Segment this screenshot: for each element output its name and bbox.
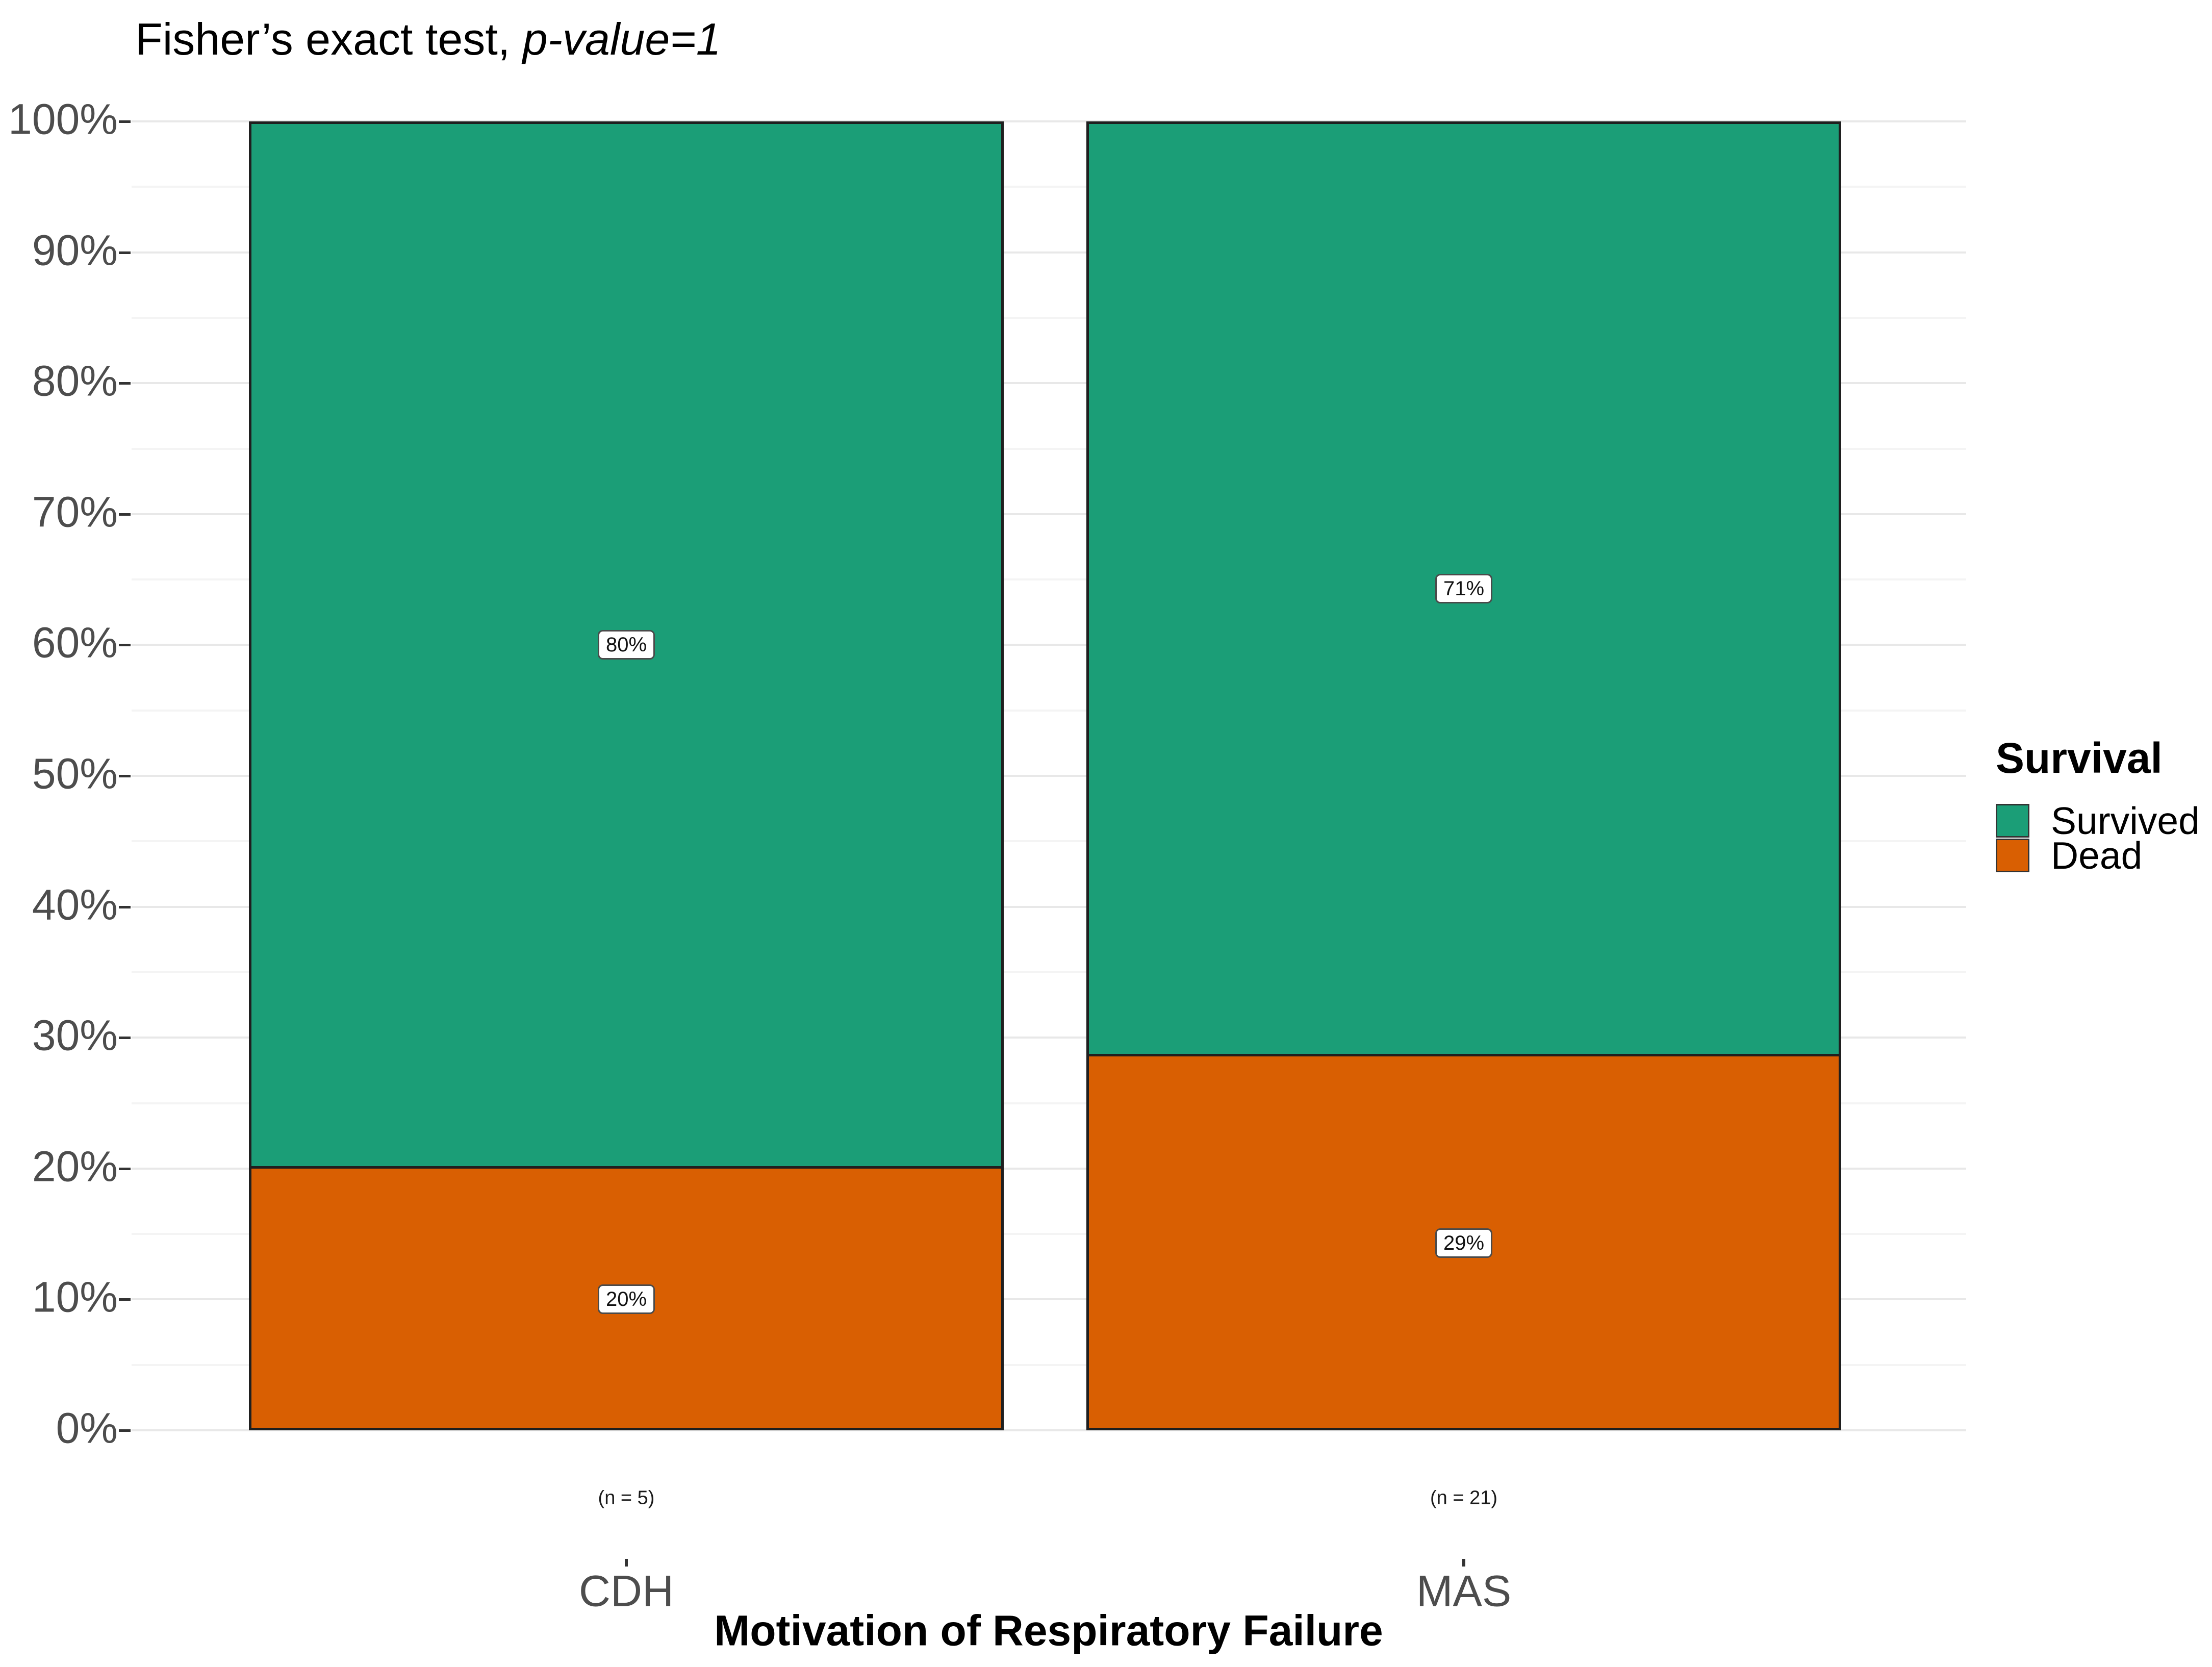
gridline-major <box>132 513 1966 515</box>
gridline-minor <box>132 1233 1966 1235</box>
data-label-mas-survived: 71% <box>1435 574 1492 604</box>
y-tick-label: 60% <box>32 619 118 667</box>
gridline-major <box>132 1167 1966 1170</box>
x-tick-label-mas: MAS <box>1416 1567 1512 1616</box>
gridline-major <box>132 644 1966 646</box>
y-tick <box>119 905 131 908</box>
gridline-minor <box>132 578 1966 581</box>
gridline-minor <box>132 316 1966 319</box>
y-tick-label: 20% <box>32 1142 118 1191</box>
plot-panel: 80% 20% 71% 29% <box>132 120 1966 1431</box>
bar-cdh <box>249 121 1004 1430</box>
y-tick-label: 70% <box>32 488 118 536</box>
y-tick <box>119 1429 131 1432</box>
y-tick-label: 80% <box>32 357 118 405</box>
legend-item-dead: Dead <box>1996 834 2200 877</box>
y-tick-label: 50% <box>32 749 118 798</box>
y-tick-label: 30% <box>32 1011 118 1059</box>
y-tick <box>119 644 131 647</box>
legend-items: Survived Dead <box>1996 799 2200 877</box>
x-axis-title: Motivation of Respiratory Failure <box>714 1606 1383 1655</box>
chart-title-text: Fisher’s exact test, <box>135 14 523 64</box>
y-tick <box>119 775 131 777</box>
y-tick-label: 40% <box>32 880 118 929</box>
gridline-minor <box>132 1102 1966 1104</box>
gridline-major <box>132 120 1966 122</box>
gridline-minor <box>132 186 1966 188</box>
gridline-minor <box>132 971 1966 973</box>
gridline-minor <box>132 709 1966 712</box>
gridline-major <box>132 1037 1966 1039</box>
gridline-major <box>132 775 1966 777</box>
y-tick <box>119 1167 131 1170</box>
y-tick-label: 0% <box>56 1404 118 1452</box>
x-tick-label-cdh: CDH <box>578 1567 674 1616</box>
y-tick-label: 100% <box>8 95 118 143</box>
x-tick <box>625 1559 628 1567</box>
x-tick <box>1462 1559 1465 1567</box>
gridline-minor <box>132 1363 1966 1366</box>
y-tick <box>119 382 131 385</box>
y-tick <box>119 1037 131 1040</box>
gridline-major <box>132 382 1966 385</box>
bar-mas <box>1086 121 1841 1430</box>
y-tick <box>119 513 131 516</box>
chart-title-stat: p-value=1 <box>522 14 721 64</box>
gridline-major <box>132 251 1966 254</box>
y-tick <box>119 120 131 123</box>
legend-item-survived: Survived <box>1996 799 2200 842</box>
gridline-minor <box>132 840 1966 843</box>
legend-label-survived: Survived <box>2051 799 2200 842</box>
y-tick <box>119 1298 131 1301</box>
data-label-cdh-dead: 20% <box>598 1284 655 1315</box>
gridline-minor <box>132 447 1966 450</box>
legend: Survival Survived Dead <box>1996 734 2200 877</box>
data-label-mas-dead: 29% <box>1435 1228 1492 1258</box>
y-tick-label: 90% <box>32 226 118 274</box>
legend-swatch-survived <box>1996 804 2029 838</box>
y-tick-label: 10% <box>32 1273 118 1322</box>
gridline-major <box>132 1429 1966 1431</box>
y-tick <box>119 251 131 254</box>
data-label-cdh-survived: 80% <box>598 630 655 660</box>
gridline-major <box>132 1298 1966 1301</box>
legend-title: Survival <box>1996 734 2163 782</box>
gridline-major <box>132 905 1966 908</box>
legend-swatch-dead <box>1996 839 2029 872</box>
count-label-cdh: (n = 5) <box>598 1487 655 1509</box>
chart-title: Fisher’s exact test, p-value=1 <box>135 13 721 65</box>
count-label-mas: (n = 21) <box>1430 1487 1498 1509</box>
legend-label-dead: Dead <box>2051 834 2143 877</box>
